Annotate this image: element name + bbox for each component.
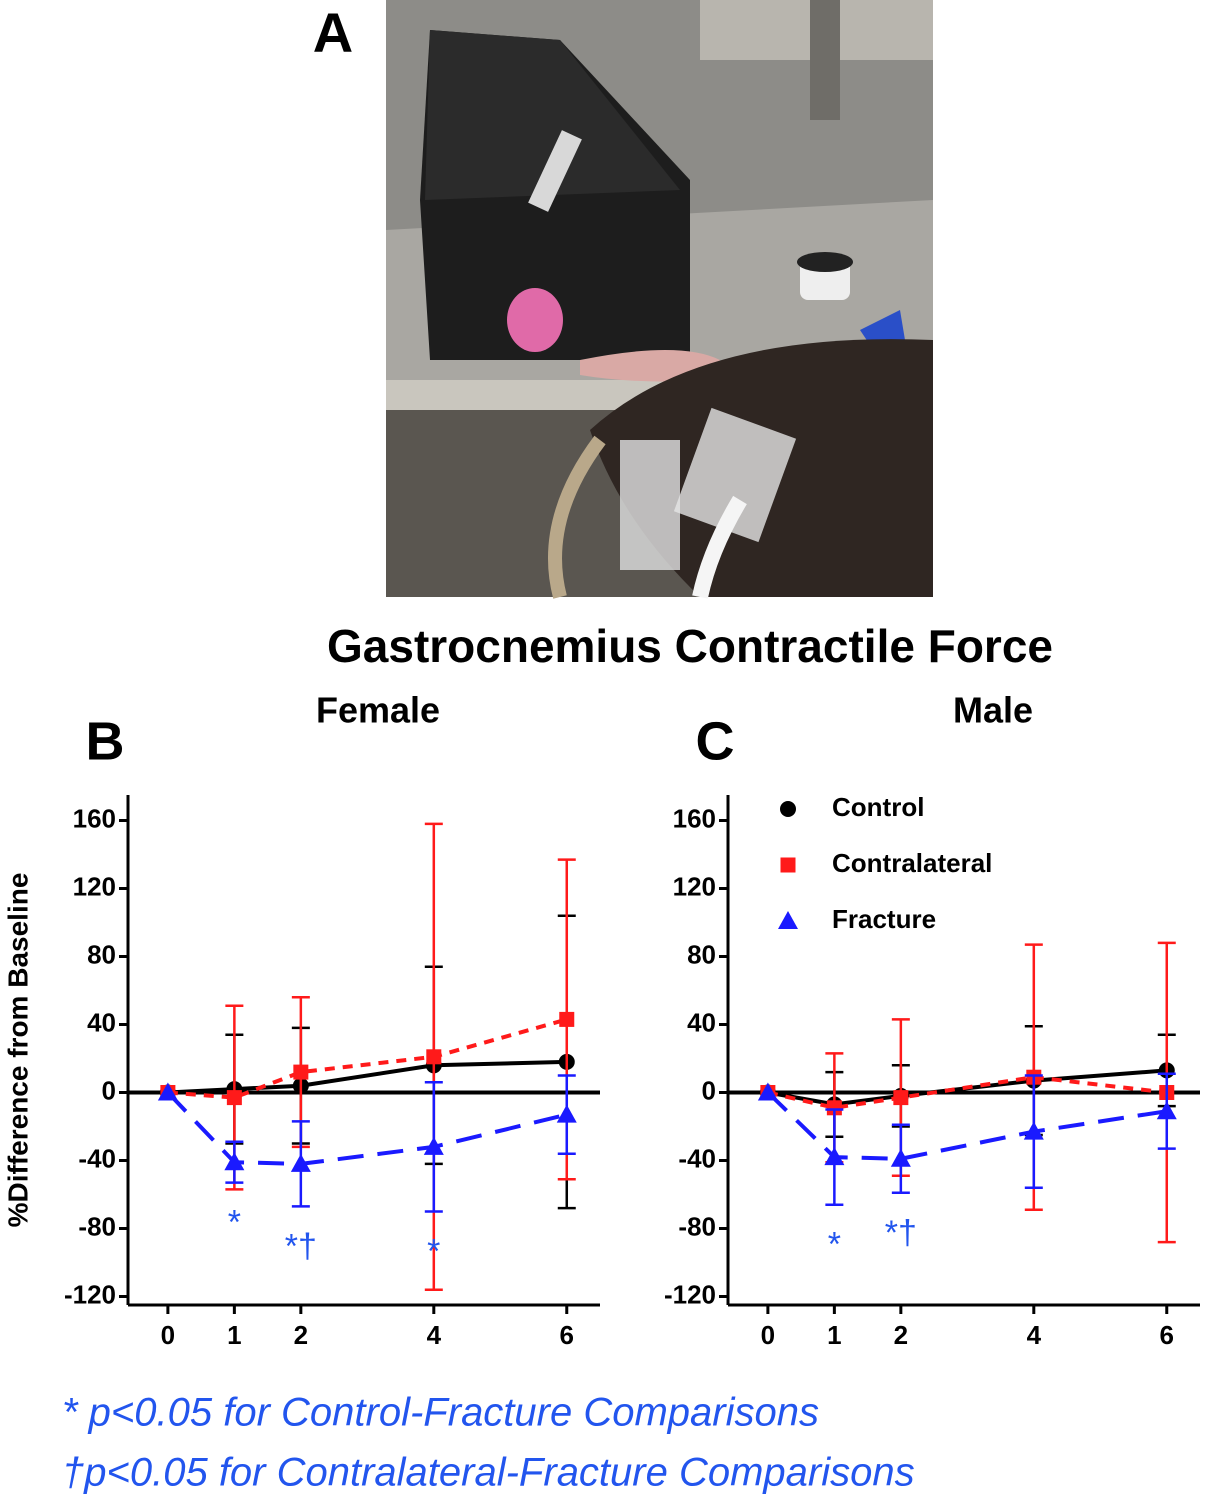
y-tick-label: 0 xyxy=(102,1075,116,1105)
y-axis-label: %Difference from Baseline xyxy=(2,873,33,1228)
y-tick-label: -40 xyxy=(78,1143,116,1173)
data-point xyxy=(893,1090,909,1106)
annotation: * xyxy=(427,1232,440,1270)
annotation: * xyxy=(228,1204,241,1242)
data-point xyxy=(293,1064,309,1080)
y-tick-label: 160 xyxy=(73,803,116,833)
x-tick-label: 1 xyxy=(227,1320,241,1350)
panel-title: Male xyxy=(953,690,1033,731)
y-tick-label: 120 xyxy=(673,871,716,901)
data-point xyxy=(157,1082,178,1101)
panel-title: Female xyxy=(316,690,440,731)
legend-marker xyxy=(780,857,796,873)
legend-label: Control xyxy=(832,792,924,822)
data-point xyxy=(556,1104,577,1123)
data-point xyxy=(559,1011,575,1027)
data-point xyxy=(290,1153,311,1172)
data-point xyxy=(426,1049,442,1065)
data-point xyxy=(1156,1101,1177,1120)
panel-label: A xyxy=(313,1,353,64)
x-tick-label: 0 xyxy=(161,1320,175,1350)
y-tick-label: 160 xyxy=(673,803,716,833)
data-point xyxy=(224,1152,245,1171)
annotation: *† xyxy=(885,1214,917,1252)
panel-label: B xyxy=(86,711,125,771)
y-tick-label: 80 xyxy=(87,939,116,969)
legend-marker xyxy=(778,911,798,929)
y-tick-label: -80 xyxy=(678,1211,716,1241)
legend-label: Contralateral xyxy=(832,848,992,878)
footnote: * p<0.05 for Control-Fracture Comparison… xyxy=(62,1391,819,1435)
x-tick-label: 1 xyxy=(827,1320,841,1350)
photo xyxy=(386,0,933,599)
x-tick-label: 6 xyxy=(560,1320,574,1350)
y-tick-label: -120 xyxy=(664,1279,716,1309)
annotation: *† xyxy=(285,1227,317,1265)
footnote: †p<0.05 for Contralateral-Fracture Compa… xyxy=(62,1451,915,1495)
x-tick-label: 0 xyxy=(761,1320,775,1350)
y-tick-label: 0 xyxy=(702,1075,716,1105)
panel-label: C xyxy=(696,711,735,771)
x-tick-label: 2 xyxy=(294,1320,308,1350)
y-tick-label: 80 xyxy=(687,939,716,969)
x-tick-label: 4 xyxy=(1027,1320,1042,1350)
x-tick-label: 6 xyxy=(1160,1320,1174,1350)
series-line xyxy=(766,1091,1168,1161)
y-tick-label: 40 xyxy=(687,1007,716,1037)
x-tick-label: 4 xyxy=(427,1320,442,1350)
y-tick-label: -120 xyxy=(64,1279,116,1309)
figure-title: Gastrocnemius Contractile Force xyxy=(327,620,1053,672)
data-point xyxy=(757,1082,778,1101)
x-tick-label: 2 xyxy=(894,1320,908,1350)
data-point xyxy=(824,1147,845,1166)
data-point xyxy=(826,1100,842,1116)
data-point xyxy=(423,1136,444,1155)
data-point xyxy=(226,1090,242,1106)
y-tick-label: 120 xyxy=(73,871,116,901)
legend-marker xyxy=(780,801,796,817)
series-line xyxy=(167,1017,568,1100)
y-tick-label: 40 xyxy=(87,1007,116,1037)
y-tick-label: -80 xyxy=(78,1211,116,1241)
data-point xyxy=(890,1148,911,1167)
data-point xyxy=(1023,1121,1044,1140)
annotation: * xyxy=(828,1226,841,1264)
legend-label: Fracture xyxy=(832,904,936,934)
y-tick-label: -40 xyxy=(678,1143,716,1173)
